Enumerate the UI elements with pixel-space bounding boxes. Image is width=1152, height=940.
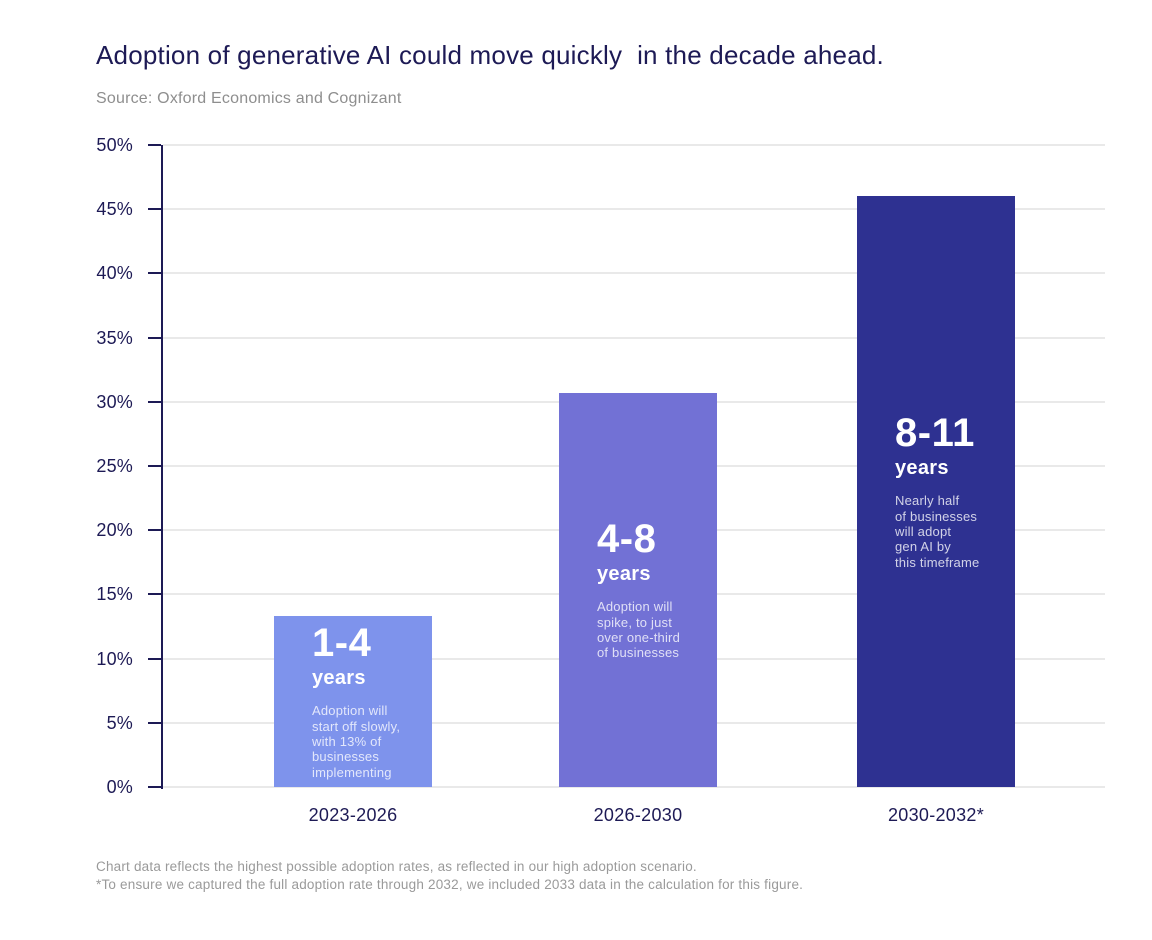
- y-tick-label: 10%: [96, 648, 133, 669]
- gridline: [163, 336, 1105, 339]
- y-tick: [148, 657, 161, 660]
- y-tick-label: 50%: [96, 135, 133, 155]
- bar-note: Nearly half of businesses will adopt gen…: [895, 493, 980, 570]
- y-tick-label: 20%: [96, 520, 133, 541]
- bar-years-label: years: [312, 667, 366, 690]
- footnote-line-1: Chart data reflects the highest possible…: [96, 859, 697, 874]
- gridline: [163, 786, 1105, 788]
- bar-years-label: years: [597, 563, 651, 586]
- bar-2030-2032*: 8-11 years Nearly half of businesses will …: [857, 196, 1015, 787]
- y-tick: [148, 144, 161, 146]
- bar-range-label: 8-11: [895, 411, 975, 456]
- bar-note: Adoption will start off slowly, with 13%…: [312, 703, 401, 780]
- bar-annotation: 8-11 years Nearly half of businesses will …: [857, 413, 979, 570]
- gridline: [163, 208, 1105, 211]
- y-tick: [148, 786, 161, 788]
- footnotes: Chart data reflects the highest possible…: [96, 858, 1096, 893]
- y-tick: [148, 272, 161, 275]
- bar-2026-2030: 4-8 years Adoption will spike, to just ove…: [559, 392, 717, 787]
- bar-range-label: 1-4: [312, 621, 372, 666]
- y-tick: [148, 208, 161, 211]
- y-tick: [148, 593, 161, 596]
- x-tick-label: 2026-2030: [593, 805, 683, 825]
- bar-years-label: years: [895, 457, 949, 480]
- y-tick: [148, 721, 161, 724]
- gridline: [163, 272, 1105, 275]
- plot-area: 0% 5% 10% 15% 20% 25% 30% 35% 40% 45% 50% 1-4 years A…: [96, 135, 1105, 825]
- y-tick: [148, 336, 161, 339]
- bar-2023-2026: 1-4 years Adoption will start off slowly, …: [274, 616, 432, 787]
- y-tick-label: 35%: [96, 327, 133, 348]
- bar-range-label: 4-8: [597, 517, 657, 562]
- y-tick-label: 40%: [96, 263, 133, 284]
- page-title: Adoption of generative AI could move qui…: [96, 40, 884, 70]
- bar-note: Adoption will spike, to just over one-th…: [597, 599, 681, 661]
- y-tick: [148, 400, 161, 403]
- footnote-line-2: *To ensure we captured the full adoption…: [96, 876, 804, 892]
- x-tick-label: 2030-2032*: [887, 805, 985, 825]
- y-tick-label: 30%: [96, 391, 133, 412]
- y-tick: [148, 465, 161, 467]
- y-tick-label: 15%: [96, 584, 133, 605]
- y-tick-label: 25%: [96, 456, 133, 476]
- y-tick-label: 5%: [106, 712, 133, 733]
- y-tick-label: 45%: [96, 199, 133, 220]
- x-tick-label: 2023-2026: [308, 805, 398, 825]
- bar-annotation: 1-4 years Adoption will start off slowly, …: [274, 623, 400, 780]
- y-axis-line: [161, 145, 163, 789]
- source-caption: Source: Oxford Economics and Cognizant: [96, 90, 402, 107]
- y-tick-label: 0%: [106, 777, 133, 797]
- gridline: [163, 144, 1105, 146]
- bar-annotation: 4-8 years Adoption will spike, to just ove…: [559, 519, 680, 660]
- y-tick: [148, 529, 161, 532]
